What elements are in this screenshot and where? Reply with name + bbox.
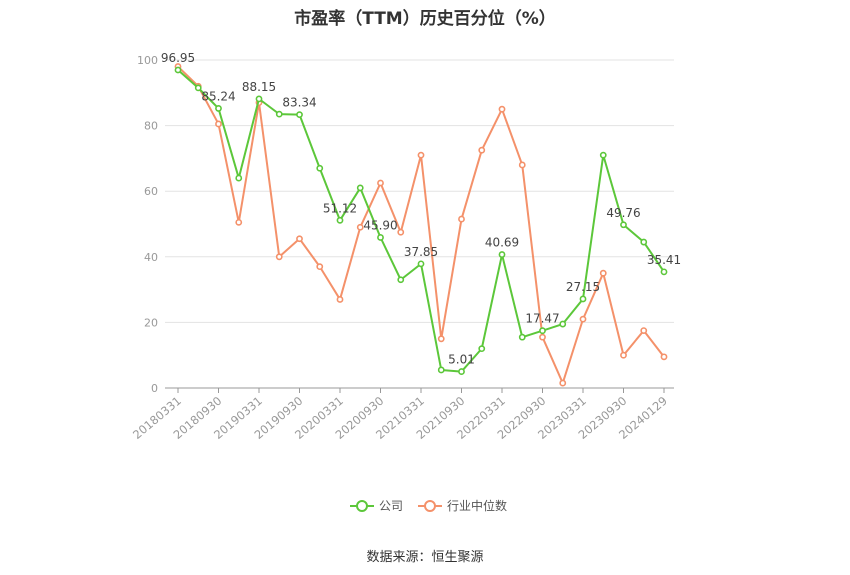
data-point [397, 276, 405, 284]
data-point [356, 184, 364, 192]
data-point [640, 327, 648, 334]
legend-marker [424, 500, 436, 512]
data-point [660, 268, 668, 276]
data-label: 27.15 [566, 280, 600, 294]
data-point [194, 84, 202, 92]
data-point [255, 95, 263, 103]
y-tick-label: 100 [137, 54, 158, 67]
y-tick-label: 80 [144, 120, 158, 133]
data-point [215, 105, 222, 112]
data-label: 96.95 [161, 51, 195, 65]
data-point [559, 379, 567, 387]
data-point [215, 120, 222, 128]
data-point [235, 174, 243, 182]
data-label: 17.47 [525, 312, 559, 326]
data-point [397, 228, 405, 236]
data-point [336, 296, 344, 303]
y-tick-label: 0 [151, 382, 158, 395]
data-point [559, 320, 567, 328]
legend-label: 行业中位数 [447, 498, 507, 513]
data-point [377, 234, 384, 241]
data-point [478, 146, 486, 154]
data-point [539, 333, 546, 341]
data-point [437, 335, 445, 343]
series-line-0 [177, 69, 665, 373]
data-point [640, 238, 648, 246]
data-point [235, 218, 243, 226]
data-label: 35.41 [647, 253, 681, 267]
data-point [275, 253, 283, 261]
data-point [579, 315, 587, 323]
data-label: 83.34 [282, 96, 316, 110]
y-tick-label: 40 [144, 251, 158, 264]
series-line-1 [177, 65, 665, 385]
data-point [417, 151, 425, 159]
data-point [296, 235, 303, 243]
data-point [498, 251, 506, 258]
data-point [377, 179, 384, 187]
data-point [174, 66, 182, 74]
data-point [316, 164, 324, 172]
legend-marker [356, 500, 368, 512]
data-point [458, 368, 465, 375]
data-point [620, 351, 627, 359]
data-point [539, 327, 546, 335]
data-point [518, 333, 526, 341]
data-point [437, 366, 445, 374]
data-point [356, 223, 364, 231]
data-point [579, 295, 587, 303]
source-note: 数据来源：恒生聚源 [366, 550, 484, 565]
legend-item-1: 行业中位数 [418, 498, 507, 513]
data-point [316, 263, 324, 271]
data-point [498, 105, 506, 113]
data-label: 40.69 [485, 236, 519, 250]
data-point [599, 269, 607, 277]
data-point [336, 216, 344, 224]
y-tick-label: 20 [144, 316, 158, 329]
chart-title: 市盈率（TTM）历史百分位（%） [294, 9, 556, 29]
legend-label: 公司 [379, 499, 403, 513]
data-point [518, 161, 526, 169]
data-label: 88.15 [242, 80, 276, 94]
data-point [599, 151, 607, 159]
data-point [275, 110, 283, 118]
data-label: 51.12 [323, 201, 357, 215]
data-label: 49.76 [606, 206, 640, 220]
data-label: 5.01 [448, 353, 475, 367]
data-point [417, 260, 425, 268]
data-point [620, 221, 627, 229]
y-tick-label: 60 [144, 185, 158, 198]
data-label: 37.85 [404, 245, 438, 259]
data-point [660, 353, 668, 361]
legend-item-0: 公司 [350, 499, 403, 513]
data-point [458, 215, 465, 223]
data-point [478, 345, 486, 353]
data-label: 85.24 [201, 89, 235, 103]
data-point [296, 111, 303, 119]
data-label: 45.90 [363, 218, 397, 232]
